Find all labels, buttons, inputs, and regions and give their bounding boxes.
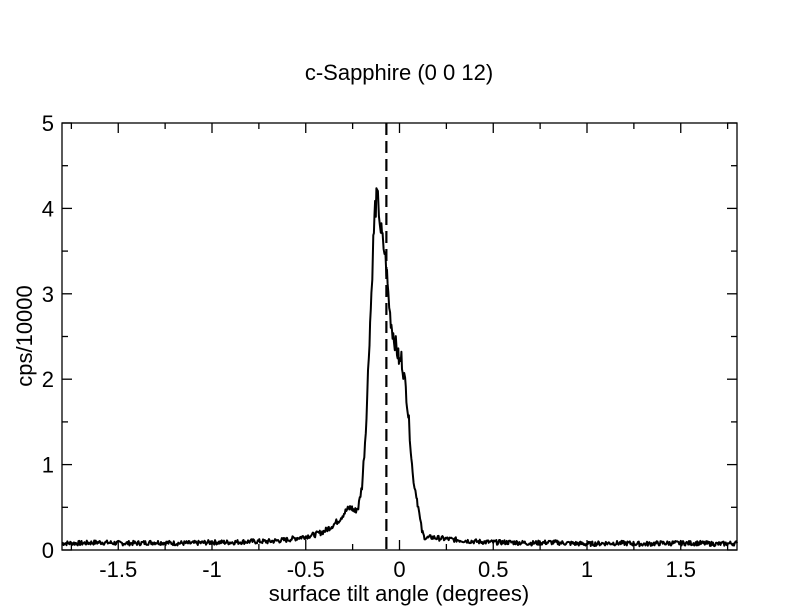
plot-area: -1.5 -1 -0.5 0 0.5 1 1.5 0 1 2 3 4 5 <box>42 111 738 582</box>
y-tick-label: 3 <box>42 282 54 307</box>
y-tick-label: 4 <box>42 196 54 221</box>
y-tick-label: 0 <box>42 538 54 563</box>
x-tick-label: 1.5 <box>665 557 696 582</box>
y-axis-label: cps/10000 <box>12 285 37 387</box>
x-tick-label: -1 <box>202 557 222 582</box>
y-axis-ticks: 0 1 2 3 4 5 <box>42 111 737 563</box>
series-line <box>61 187 738 548</box>
x-axis-ticks: -1.5 -1 -0.5 0 0.5 1 1.5 <box>70 123 729 582</box>
y-tick-label: 5 <box>42 111 54 136</box>
x-tick-label: 0 <box>393 557 405 582</box>
x-axis-label: surface tilt angle (degrees) <box>269 581 529 606</box>
x-tick-label: -0.5 <box>287 557 325 582</box>
plot-frame <box>61 122 738 551</box>
x-tick-label: 1 <box>581 557 593 582</box>
y-tick-label: 2 <box>42 367 54 392</box>
chart-title: c-Sapphire (0 0 12) <box>305 60 493 85</box>
y-tick-label: 1 <box>42 453 54 478</box>
x-tick-label: 0.5 <box>478 557 509 582</box>
x-tick-label: -1.5 <box>99 557 137 582</box>
